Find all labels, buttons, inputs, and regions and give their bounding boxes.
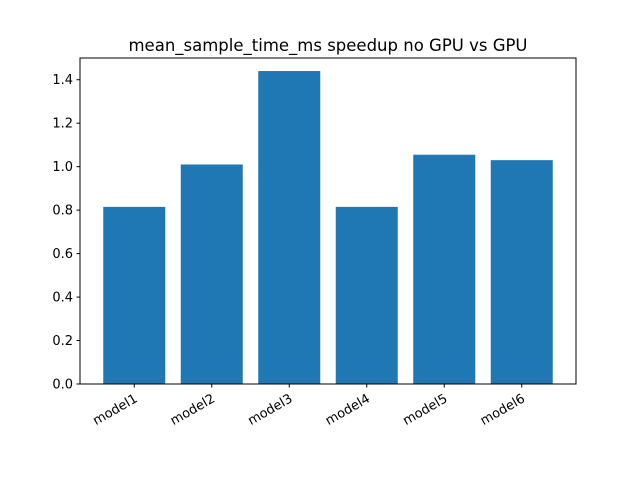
y-tick-label: 0.4 [52,291,73,306]
y-tick-label: 1.2 [52,117,73,132]
y-tick-label: 0.6 [52,247,73,262]
bar-model1 [103,206,166,384]
y-tick-label: 1.4 [52,73,73,88]
bars-group [103,71,553,384]
y-tick-label: 0.2 [52,334,73,349]
y-axis: 0.0 0.2 0.4 0.6 0.8 1.0 1.2 1.4 [52,73,80,393]
y-tick-label: 0.0 [52,378,73,393]
y-tick-label: 1.0 [52,160,73,175]
bar-model3 [258,71,321,384]
plot-frame [79,57,577,385]
bar-model5 [413,154,476,384]
bar-model2 [180,164,243,384]
bar-model4 [335,206,398,384]
chart-title: mean_sample_time_ms speedup no GPU vs GP… [128,36,527,56]
bar-model6 [490,160,553,384]
y-tick-label: 0.8 [52,204,73,219]
